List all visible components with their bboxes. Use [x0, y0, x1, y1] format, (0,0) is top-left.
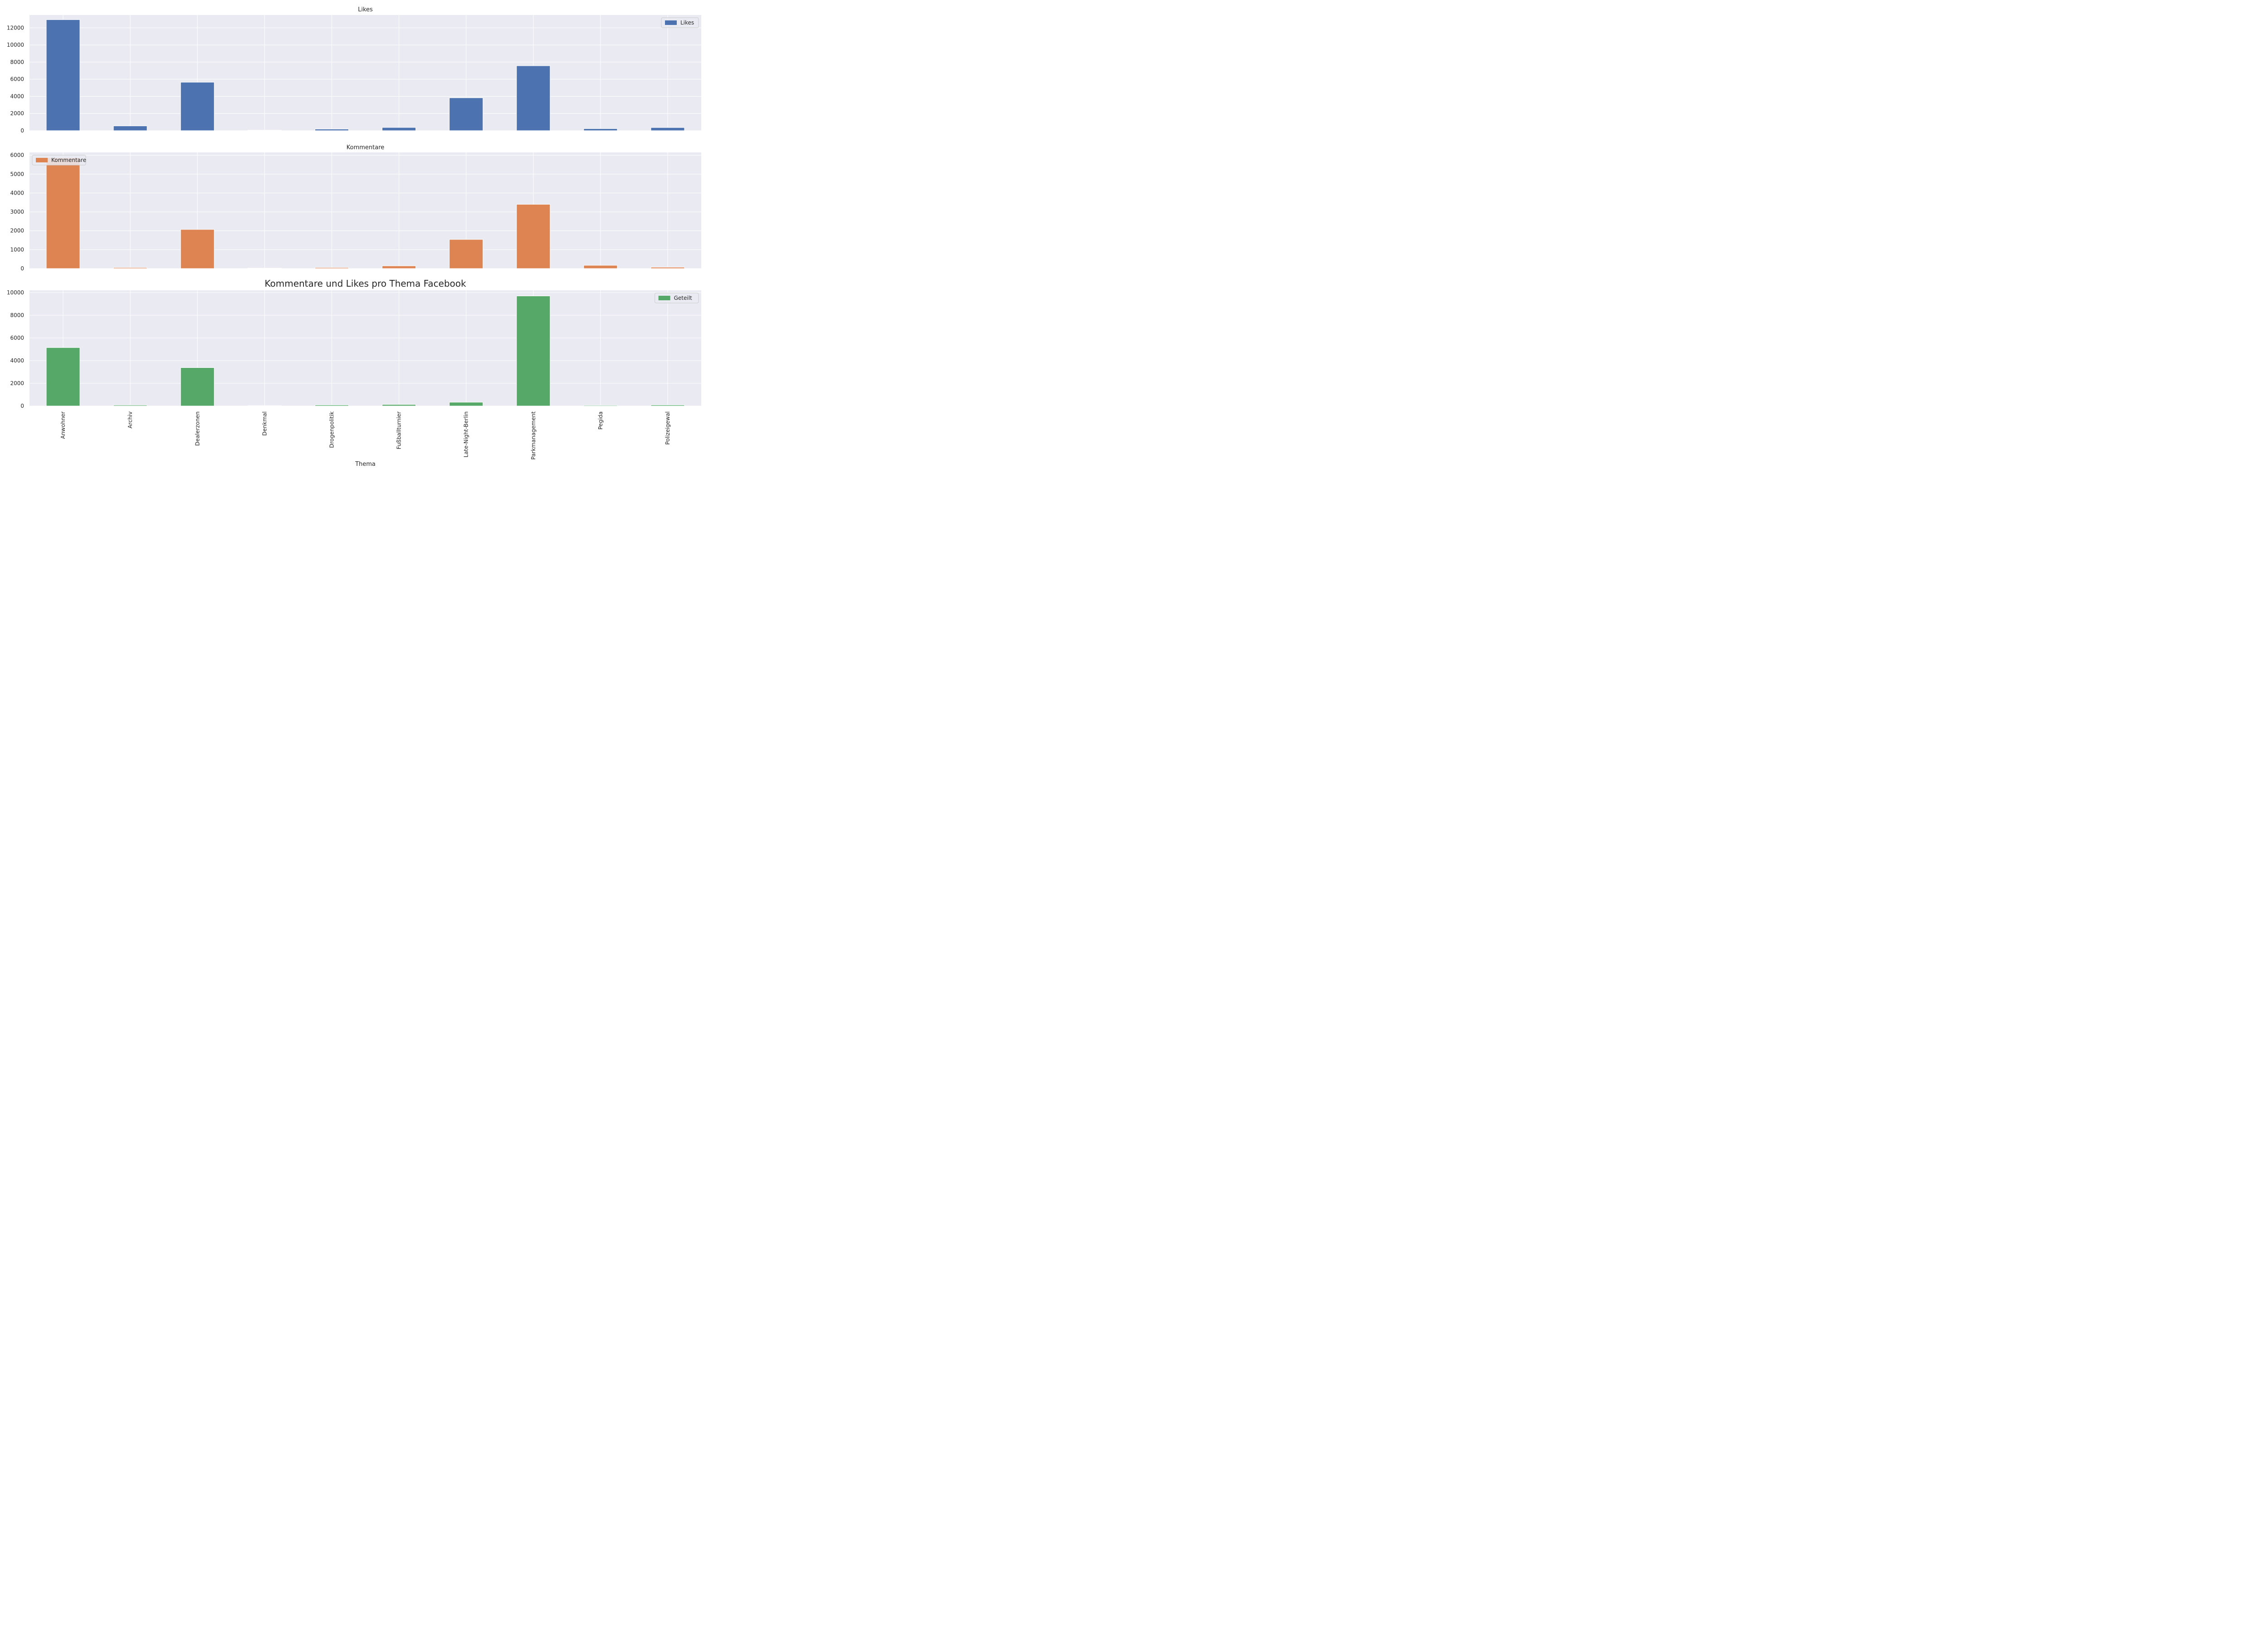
- bar-kommentare-pegida: [583, 265, 618, 269]
- y-tick-label: 10000: [7, 42, 24, 48]
- legend-box: [655, 293, 699, 303]
- bar-kommentare-late-night-berlin: [449, 239, 484, 269]
- panel-title: Likes: [358, 6, 373, 13]
- y-tick-label: 0: [20, 265, 24, 272]
- figure: Kommentare und Likes pro Thema Facebook 0…: [0, 0, 708, 472]
- x-tick-label: Drogenpolitik: [328, 411, 335, 448]
- bar-geteilt-anwohner: [46, 347, 80, 406]
- bar-kommentare-denkmal: [247, 268, 282, 269]
- y-tick-label: 0: [20, 403, 24, 409]
- legend-box: [661, 17, 699, 28]
- bar-likes-denkmal: [247, 130, 282, 131]
- plot-area: [29, 152, 701, 269]
- y-tick-label: 8000: [10, 59, 24, 65]
- bar-geteilt-archiv: [113, 405, 147, 406]
- panel-1: 0 2000 4000 6000 8000 10000 12000 Likes Likes: [7, 6, 701, 134]
- bar-likes-parkmanagement: [516, 65, 551, 131]
- y-tick-label: 3000: [10, 209, 24, 215]
- x-tick-label: Denkmal: [261, 411, 268, 436]
- bar-kommentare-archiv: [113, 267, 147, 269]
- y-tick-label: 6000: [10, 152, 24, 158]
- legend: Geteilt: [655, 293, 699, 303]
- bar-likes-anwohner: [46, 19, 80, 131]
- legend-label: Geteilt: [674, 295, 692, 301]
- x-tick-label: Archiv: [127, 411, 133, 429]
- x-tick-label: Late-Night-Berlin: [463, 411, 469, 457]
- figure-suptitle: Kommentare und Likes pro Thema Facebook: [264, 278, 466, 289]
- x-tick-label: Fußballturnier: [396, 411, 402, 449]
- legend: Likes: [661, 17, 699, 28]
- y-tick-label: 12000: [7, 24, 24, 31]
- plot-area: [29, 290, 701, 406]
- y-tick-label: 4000: [10, 357, 24, 364]
- bar-likes-dealerzonen: [180, 82, 215, 131]
- x-tick-label: Polizeigewal: [665, 411, 671, 445]
- legend-swatch: [36, 158, 48, 162]
- y-tick-label: 1000: [10, 246, 24, 253]
- x-axis-label: Thema: [355, 461, 376, 468]
- bar-geteilt-fußballturnier: [382, 404, 416, 406]
- bar-likes-pegida: [583, 128, 618, 131]
- panel-2: 0 1000 2000 3000 4000 5000 6000 Kommentare Komme…: [10, 144, 701, 272]
- y-tick-label: 2000: [10, 110, 24, 117]
- bar-likes-fußballturnier: [382, 127, 416, 131]
- y-tick-label: 6000: [10, 76, 24, 83]
- bar-kommentare-anwohner: [46, 157, 80, 269]
- y-tick-label: 4000: [10, 190, 24, 196]
- y-tick-label: 6000: [10, 335, 24, 341]
- bar-kommentare-fußballturnier: [382, 265, 416, 269]
- bar-likes-archiv: [113, 126, 147, 131]
- y-tick-label: 2000: [10, 380, 24, 386]
- bar-likes-late-night-berlin: [449, 98, 484, 131]
- bar-geteilt-dealerzonen: [180, 367, 215, 406]
- y-tick-label: 8000: [10, 312, 24, 318]
- bar-kommentare-drogenpolitik: [314, 267, 349, 269]
- bar-likes-polizeigewal: [650, 127, 685, 131]
- legend: Kommentare: [32, 155, 86, 166]
- y-tick-label: 10000: [7, 289, 24, 296]
- x-tick-label: Dealerzonen: [194, 411, 200, 446]
- bar-geteilt-parkmanagement: [516, 296, 551, 406]
- panel-title: Kommentare: [347, 144, 385, 151]
- legend-label: Kommentare: [51, 157, 86, 163]
- plot-area: [29, 15, 701, 131]
- bar-geteilt-drogenpolitik: [314, 405, 349, 406]
- bar-geteilt-late-night-berlin: [449, 402, 484, 406]
- y-tick-label: 0: [20, 127, 24, 134]
- legend-label: Likes: [680, 20, 694, 26]
- legend-swatch: [665, 20, 677, 25]
- bar-likes-drogenpolitik: [314, 129, 349, 131]
- x-tick-label: Parkmanagement: [530, 411, 537, 460]
- bar-kommentare-polizeigewal: [650, 267, 685, 269]
- chart-svg: Kommentare und Likes pro Thema Facebook0…: [7, 6, 701, 468]
- x-tick-label: Anwohner: [60, 411, 66, 439]
- panel-3: 0 2000 4000 6000 8000 10000 Geteilt Anwohner Arc…: [7, 289, 701, 468]
- bar-kommentare-dealerzonen: [180, 229, 215, 269]
- y-tick-label: 2000: [10, 228, 24, 234]
- bar-geteilt-polizeigewal: [650, 405, 685, 406]
- y-tick-label: 5000: [10, 171, 24, 177]
- legend-swatch: [658, 296, 670, 300]
- legend-box: [32, 155, 86, 166]
- y-tick-label: 4000: [10, 93, 24, 99]
- bar-kommentare-parkmanagement: [516, 204, 551, 269]
- x-tick-label: Pegida: [597, 411, 604, 430]
